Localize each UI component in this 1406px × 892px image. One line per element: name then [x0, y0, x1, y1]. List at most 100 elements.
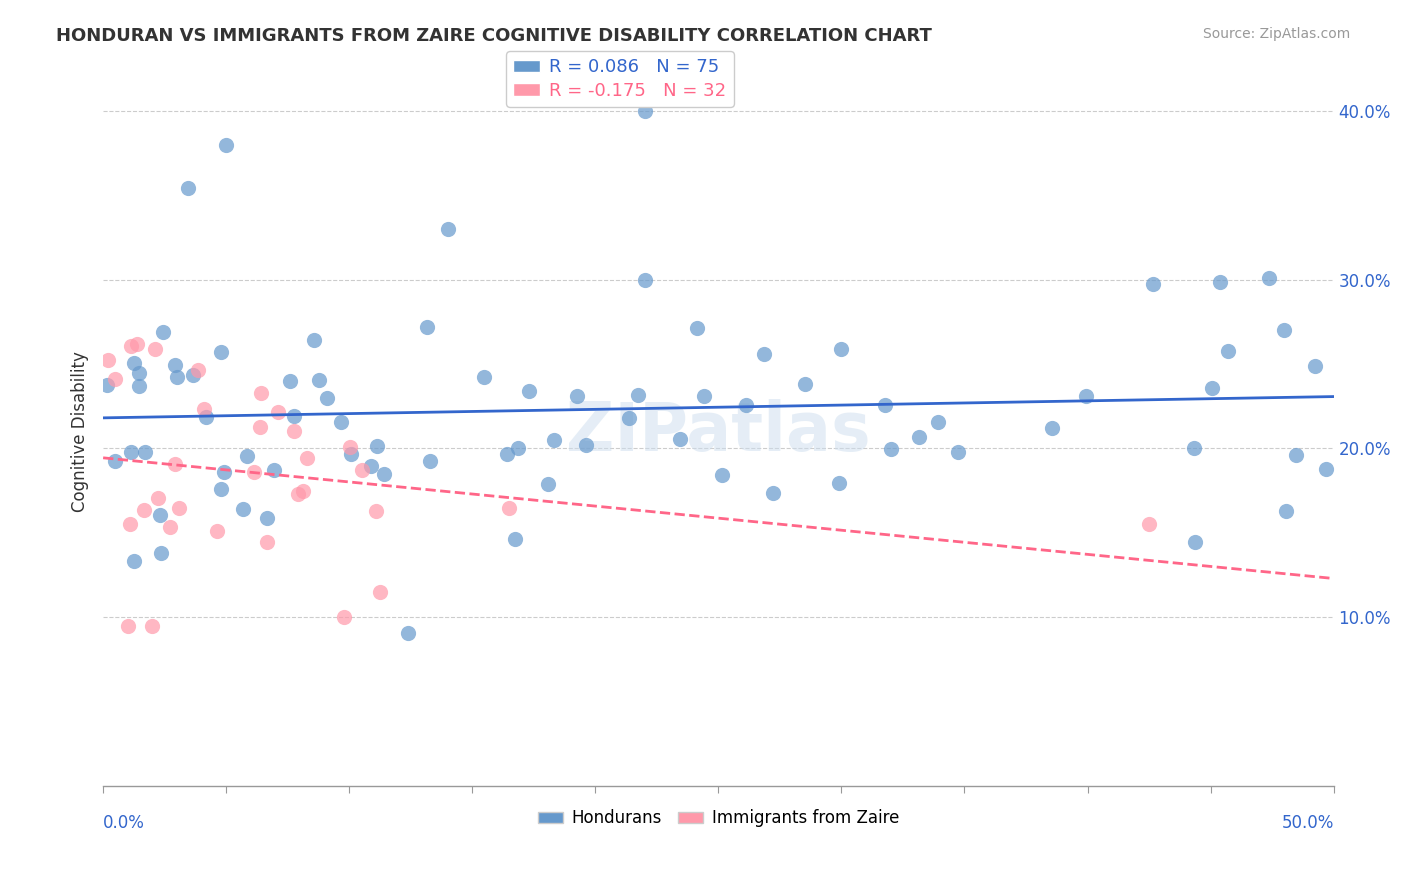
Point	[187, 363, 209, 377]
Text: HONDURAN VS IMMIGRANTS FROM ZAIRE COGNITIVE DISABILITY CORRELATION CHART: HONDURAN VS IMMIGRANTS FROM ZAIRE COGNIT…	[56, 27, 932, 45]
Point	[143, 342, 166, 356]
Point	[617, 411, 640, 425]
Point	[152, 325, 174, 339]
Point	[686, 321, 709, 335]
Point	[120, 339, 142, 353]
Point	[754, 347, 776, 361]
Point	[1137, 517, 1160, 532]
Point	[177, 181, 200, 195]
Point	[211, 345, 233, 359]
Point	[304, 333, 326, 347]
Point	[416, 319, 439, 334]
Point	[517, 384, 540, 398]
Point	[169, 501, 191, 516]
Point	[215, 137, 238, 152]
Point	[1076, 389, 1098, 403]
Point	[633, 104, 655, 119]
Point	[693, 389, 716, 403]
Point	[1274, 503, 1296, 517]
Text: Source: ZipAtlas.com: Source: ZipAtlas.com	[1202, 27, 1350, 41]
Point	[1182, 441, 1205, 455]
Point	[97, 352, 120, 367]
Point	[103, 454, 125, 468]
Point	[794, 377, 817, 392]
Point	[352, 463, 374, 477]
Point	[207, 524, 229, 539]
Point	[762, 486, 785, 500]
Point	[128, 366, 150, 380]
Point	[875, 398, 897, 412]
Point	[122, 356, 145, 370]
Point	[212, 465, 235, 479]
Point	[165, 359, 187, 373]
Point	[1209, 275, 1232, 289]
Point	[880, 442, 903, 456]
Point	[283, 409, 305, 423]
Point	[141, 618, 163, 632]
Point	[96, 378, 118, 392]
Point	[396, 626, 419, 640]
Text: 50.0%: 50.0%	[1281, 814, 1334, 832]
Point	[1285, 448, 1308, 462]
Point	[181, 368, 204, 382]
Point	[193, 401, 215, 416]
Point	[128, 379, 150, 393]
Point	[633, 273, 655, 287]
Point	[149, 546, 172, 560]
Point	[537, 477, 560, 491]
Point	[308, 373, 330, 387]
Point	[543, 433, 565, 447]
Point	[266, 405, 288, 419]
Point	[104, 371, 127, 385]
Point	[1303, 359, 1326, 373]
Point	[472, 369, 495, 384]
Point	[163, 457, 186, 471]
Point	[907, 429, 929, 443]
Point	[366, 439, 388, 453]
Point	[1218, 343, 1240, 358]
Point	[1184, 535, 1206, 549]
Point	[710, 468, 733, 483]
Point	[1258, 271, 1281, 285]
Point	[122, 554, 145, 568]
Point	[243, 465, 266, 479]
Point	[436, 222, 458, 236]
Point	[506, 441, 529, 455]
Point	[927, 416, 949, 430]
Point	[195, 410, 218, 425]
Point	[496, 447, 519, 461]
Point	[292, 483, 315, 498]
Point	[134, 445, 156, 459]
Point	[1040, 421, 1063, 435]
Text: 0.0%: 0.0%	[103, 814, 145, 832]
Point	[263, 463, 285, 477]
Point	[373, 467, 395, 481]
Point	[120, 444, 142, 458]
Point	[250, 386, 273, 401]
Point	[498, 500, 520, 515]
Point	[360, 459, 382, 474]
Point	[575, 438, 598, 452]
Y-axis label: Cognitive Disability: Cognitive Disability	[72, 351, 89, 512]
Point	[419, 453, 441, 467]
Point	[329, 415, 352, 429]
Point	[117, 618, 139, 632]
Point	[669, 432, 692, 446]
Point	[148, 491, 170, 506]
Point	[283, 424, 305, 438]
Point	[209, 483, 232, 497]
Point	[118, 517, 141, 532]
Point	[830, 343, 852, 357]
Point	[287, 487, 309, 501]
Point	[366, 504, 388, 518]
Point	[249, 420, 271, 434]
Point	[125, 337, 148, 351]
Point	[339, 440, 361, 454]
Point	[735, 399, 758, 413]
Point	[236, 450, 259, 464]
Point	[368, 584, 391, 599]
Point	[503, 533, 526, 547]
Point	[256, 534, 278, 549]
Point	[340, 447, 363, 461]
Point	[946, 444, 969, 458]
